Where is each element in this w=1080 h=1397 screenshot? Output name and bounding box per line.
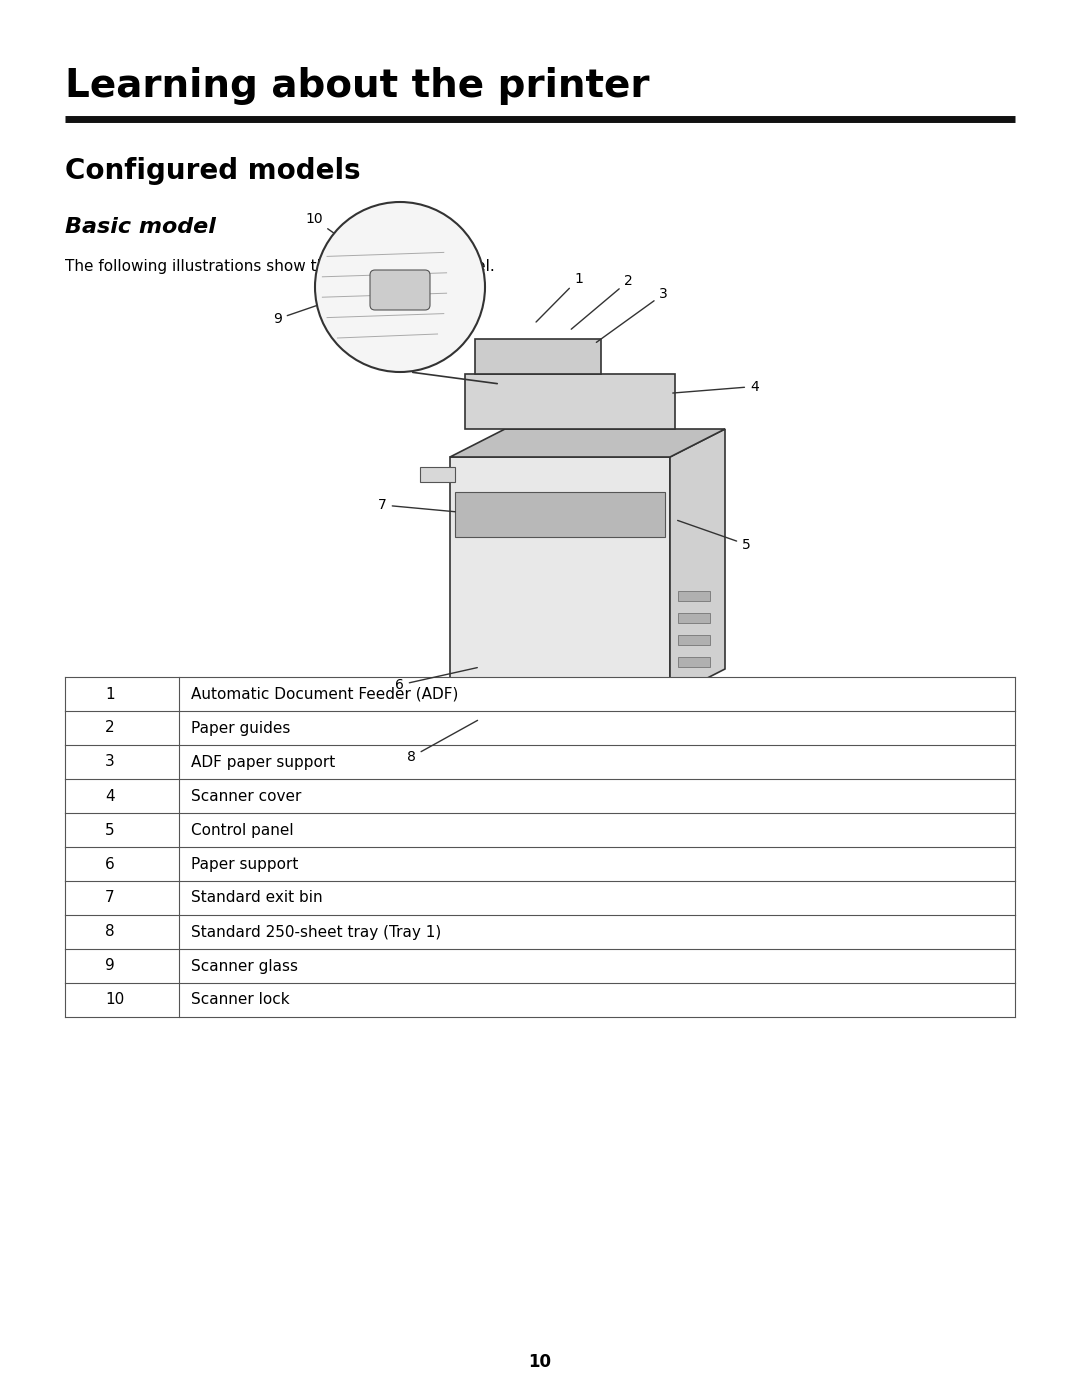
- Text: 7: 7: [378, 497, 456, 511]
- FancyBboxPatch shape: [65, 780, 1015, 813]
- FancyBboxPatch shape: [65, 745, 1015, 780]
- Text: 3: 3: [105, 754, 114, 770]
- Text: 2: 2: [571, 274, 633, 330]
- FancyBboxPatch shape: [455, 492, 665, 536]
- Text: Standard exit bin: Standard exit bin: [191, 890, 323, 905]
- FancyBboxPatch shape: [370, 270, 430, 310]
- Polygon shape: [450, 429, 725, 457]
- Text: Basic model: Basic model: [65, 217, 216, 237]
- Text: 5: 5: [677, 521, 751, 552]
- Text: 10: 10: [528, 1354, 552, 1370]
- Text: 1: 1: [536, 272, 583, 323]
- FancyBboxPatch shape: [455, 697, 665, 719]
- Text: 6: 6: [395, 668, 477, 692]
- Text: 1: 1: [105, 686, 114, 701]
- Text: Paper guides: Paper guides: [191, 721, 291, 735]
- Text: 8: 8: [407, 721, 477, 764]
- FancyBboxPatch shape: [678, 636, 710, 645]
- Text: Scanner lock: Scanner lock: [191, 992, 289, 1007]
- Text: 7: 7: [105, 890, 114, 905]
- FancyBboxPatch shape: [65, 847, 1015, 882]
- FancyBboxPatch shape: [420, 467, 455, 482]
- FancyBboxPatch shape: [65, 949, 1015, 983]
- Text: 9: 9: [273, 303, 324, 326]
- Text: 3: 3: [596, 286, 667, 342]
- Polygon shape: [670, 429, 725, 697]
- Text: Scanner glass: Scanner glass: [191, 958, 298, 974]
- Text: 4: 4: [673, 380, 759, 394]
- FancyBboxPatch shape: [678, 591, 710, 601]
- Text: 10: 10: [105, 992, 124, 1007]
- Text: 5: 5: [105, 823, 114, 837]
- Text: 6: 6: [105, 856, 114, 872]
- FancyBboxPatch shape: [65, 882, 1015, 915]
- FancyBboxPatch shape: [678, 657, 710, 666]
- Text: The following illustrations show the basic printer model.: The following illustrations show the bas…: [65, 258, 495, 274]
- Text: 4: 4: [105, 788, 114, 803]
- FancyBboxPatch shape: [65, 915, 1015, 949]
- Circle shape: [315, 203, 485, 372]
- Text: 10: 10: [305, 212, 382, 267]
- Text: ADF paper support: ADF paper support: [191, 754, 335, 770]
- Text: Automatic Document Feeder (ADF): Automatic Document Feeder (ADF): [191, 686, 458, 701]
- Text: Configured models: Configured models: [65, 156, 361, 184]
- FancyBboxPatch shape: [475, 339, 600, 374]
- FancyBboxPatch shape: [65, 983, 1015, 1017]
- FancyBboxPatch shape: [65, 813, 1015, 847]
- Text: Standard 250-sheet tray (Tray 1): Standard 250-sheet tray (Tray 1): [191, 925, 442, 940]
- Text: 8: 8: [105, 925, 114, 940]
- FancyBboxPatch shape: [65, 711, 1015, 745]
- FancyBboxPatch shape: [65, 678, 1015, 711]
- FancyBboxPatch shape: [465, 374, 675, 429]
- FancyBboxPatch shape: [678, 613, 710, 623]
- Text: Learning about the printer: Learning about the printer: [65, 67, 649, 105]
- Text: Paper support: Paper support: [191, 856, 298, 872]
- Text: Control panel: Control panel: [191, 823, 294, 837]
- FancyBboxPatch shape: [450, 457, 670, 697]
- Text: 9: 9: [105, 958, 114, 974]
- Text: 2: 2: [105, 721, 114, 735]
- Text: Scanner cover: Scanner cover: [191, 788, 301, 803]
